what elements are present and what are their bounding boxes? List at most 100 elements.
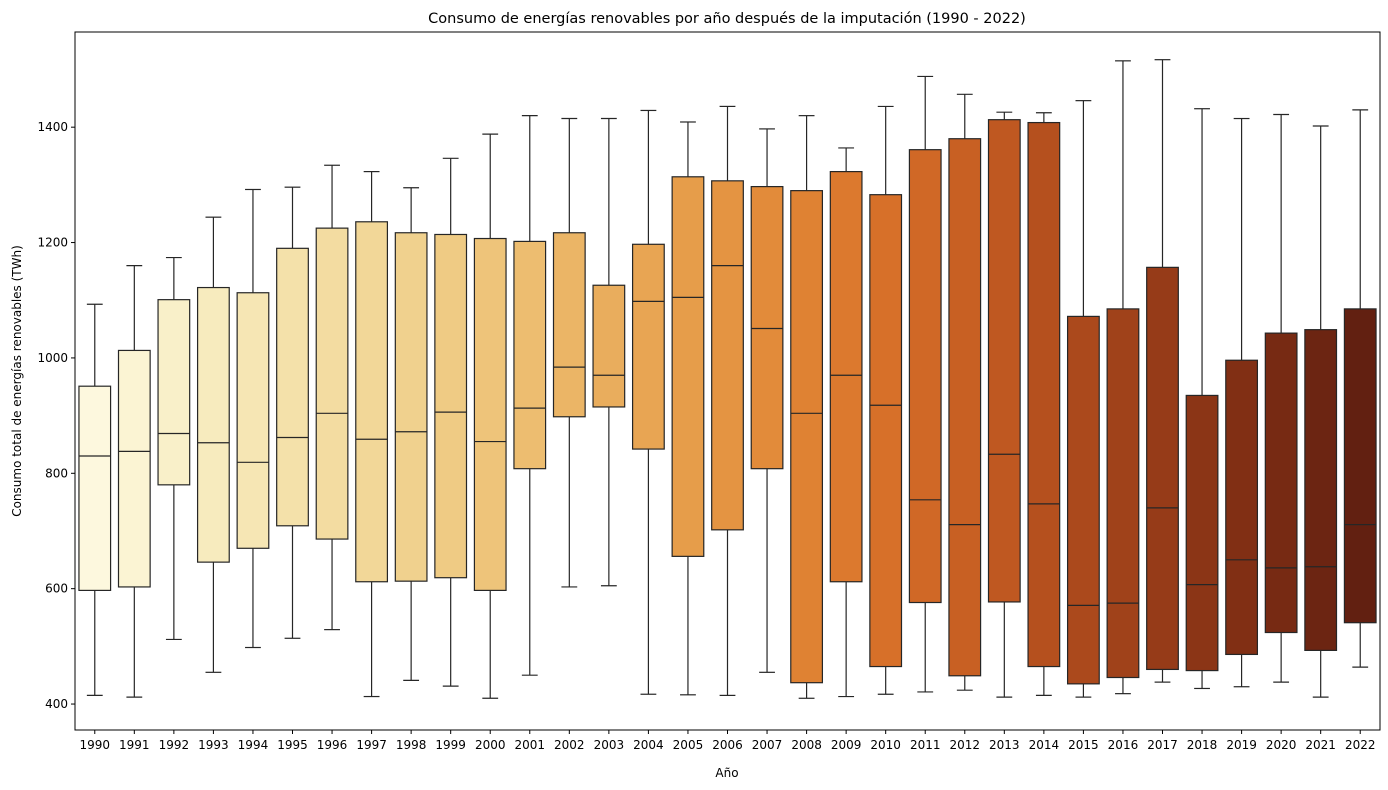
x-axis: 1990 1991 1992 1993 1994 1995 1996 1997 1998 1999… <box>79 730 1376 752</box>
iqr-box <box>1343 308 1377 624</box>
box-1998 <box>394 187 428 681</box>
x-tick-label: 2015 <box>1068 738 1099 752</box>
box-2000 <box>473 133 507 699</box>
box-2020 <box>1264 113 1298 683</box>
box-1992 <box>157 256 191 641</box>
x-tick-label: 2003 <box>594 738 625 752</box>
box-1991 <box>117 265 151 698</box>
x-tick-label: 2002 <box>554 738 585 752</box>
x-tick-label: 2014 <box>1029 738 1060 752</box>
box-2012 <box>948 93 982 691</box>
iqr-box <box>1027 121 1061 668</box>
iqr-box <box>157 299 191 486</box>
box-2022 <box>1343 109 1377 668</box>
x-tick-label: 1991 <box>119 738 150 752</box>
x-tick-label: 2011 <box>910 738 941 752</box>
box-2014 <box>1027 112 1061 696</box>
iqr-box <box>1106 308 1140 679</box>
iqr-box <box>1304 329 1338 651</box>
iqr-box <box>513 240 547 470</box>
x-tick-label: 2006 <box>712 738 743 752</box>
x-tick-label: 2022 <box>1345 738 1376 752</box>
box-2010 <box>869 105 903 695</box>
box-2003 <box>592 117 626 587</box>
box-2007 <box>750 128 784 673</box>
y-tick-label: 600 <box>45 582 68 596</box>
x-tick-label: 2018 <box>1187 738 1218 752</box>
x-tick-label: 1992 <box>159 738 190 752</box>
x-tick-label: 1997 <box>356 738 387 752</box>
x-tick-label: 1996 <box>317 738 348 752</box>
box-2002 <box>552 117 586 588</box>
iqr-box <box>236 292 270 549</box>
iqr-box <box>908 149 942 604</box>
box-2021 <box>1304 125 1338 698</box>
x-tick-label: 1998 <box>396 738 427 752</box>
x-tick-label: 2004 <box>633 738 664 752</box>
box-2008 <box>790 115 824 699</box>
box-1994 <box>236 188 270 649</box>
x-tick-label: 2020 <box>1266 738 1297 752</box>
x-tick-label: 1993 <box>198 738 229 752</box>
box-1997 <box>355 171 389 698</box>
y-axis: 400 600 800 1000 1200 1400 <box>37 120 75 711</box>
x-tick-label: 2007 <box>752 738 783 752</box>
iqr-box <box>631 243 665 450</box>
box-2018 <box>1185 108 1219 690</box>
iqr-box <box>276 247 309 527</box>
iqr-box <box>671 176 705 557</box>
box-1995 <box>276 186 309 639</box>
y-tick-label: 1000 <box>37 351 68 365</box>
iqr-box <box>1066 315 1100 685</box>
x-axis-title: Año <box>715 766 738 780</box>
iqr-box <box>1146 266 1179 671</box>
x-tick-label: 2017 <box>1147 738 1178 752</box>
box-2013 <box>987 111 1021 698</box>
box-2001 <box>513 115 547 676</box>
x-tick-label: 1994 <box>238 738 269 752</box>
iqr-box <box>592 284 626 408</box>
iqr-box <box>78 385 112 592</box>
iqr-box <box>829 171 863 583</box>
box-2011 <box>908 75 942 693</box>
iqr-box <box>434 233 468 579</box>
iqr-box <box>1185 394 1219 672</box>
chart-title: Consumo de energías renovables por año d… <box>428 11 1026 27</box>
x-tick-label: 1995 <box>277 738 308 752</box>
box-2019 <box>1225 117 1259 688</box>
x-tick-label: 2008 <box>791 738 822 752</box>
y-tick-label: 1200 <box>37 236 68 250</box>
y-tick-label: 400 <box>45 697 68 711</box>
box-1990 <box>78 303 112 696</box>
box-1999 <box>434 157 468 687</box>
box-1996 <box>315 164 349 631</box>
iqr-box <box>987 119 1021 603</box>
plot-frame <box>74 31 1381 731</box>
box-2009 <box>829 147 863 698</box>
x-tick-label: 2001 <box>514 738 545 752</box>
iqr-box <box>552 232 586 418</box>
box-2005 <box>671 121 705 696</box>
plot-area <box>78 59 1377 699</box>
x-tick-label: 1990 <box>79 738 110 752</box>
box-2004 <box>631 109 665 695</box>
x-tick-label: 2009 <box>831 738 862 752</box>
iqr-box <box>790 190 824 684</box>
x-tick-label: 2019 <box>1226 738 1257 752</box>
iqr-box <box>869 194 903 668</box>
iqr-box <box>355 221 389 583</box>
iqr-box <box>196 286 230 563</box>
iqr-box <box>394 232 428 582</box>
iqr-box <box>750 185 784 470</box>
y-tick-label: 1400 <box>37 120 68 134</box>
box-2017 <box>1146 59 1179 683</box>
box-2015 <box>1066 100 1100 698</box>
iqr-box <box>473 237 507 592</box>
x-tick-label: 2013 <box>989 738 1020 752</box>
box-1993 <box>196 216 230 673</box>
x-tick-label: 2021 <box>1305 738 1336 752</box>
iqr-box <box>948 138 982 677</box>
x-tick-label: 1999 <box>435 738 466 752</box>
iqr-box <box>117 349 151 588</box>
